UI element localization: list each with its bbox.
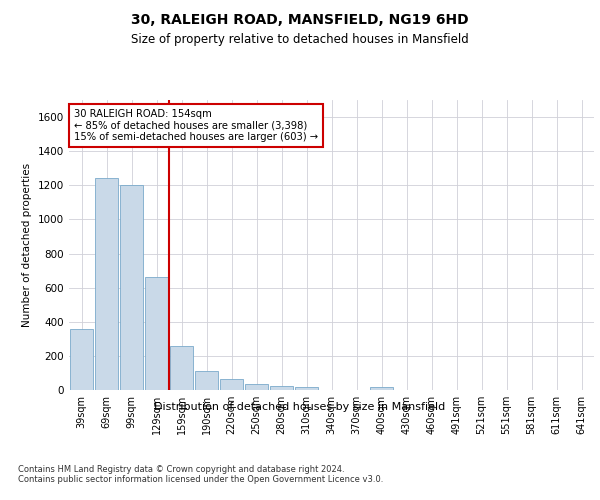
- Text: 30 RALEIGH ROAD: 154sqm
← 85% of detached houses are smaller (3,398)
15% of semi: 30 RALEIGH ROAD: 154sqm ← 85% of detache…: [74, 108, 319, 142]
- Bar: [245, 384, 268, 390]
- Bar: [370, 386, 394, 390]
- Text: 30, RALEIGH ROAD, MANSFIELD, NG19 6HD: 30, RALEIGH ROAD, MANSFIELD, NG19 6HD: [131, 12, 469, 26]
- Bar: [220, 379, 244, 390]
- Text: Contains HM Land Registry data © Crown copyright and database right 2024.
Contai: Contains HM Land Registry data © Crown c…: [18, 465, 383, 484]
- Text: Size of property relative to detached houses in Mansfield: Size of property relative to detached ho…: [131, 32, 469, 46]
- Text: Distribution of detached houses by size in Mansfield: Distribution of detached houses by size …: [154, 402, 446, 412]
- Bar: [194, 371, 218, 390]
- Bar: [70, 328, 94, 390]
- Y-axis label: Number of detached properties: Number of detached properties: [22, 163, 32, 327]
- Bar: [145, 278, 169, 390]
- Bar: [295, 388, 319, 390]
- Bar: [95, 178, 118, 390]
- Bar: [119, 186, 143, 390]
- Bar: [170, 346, 193, 390]
- Bar: [269, 386, 293, 390]
